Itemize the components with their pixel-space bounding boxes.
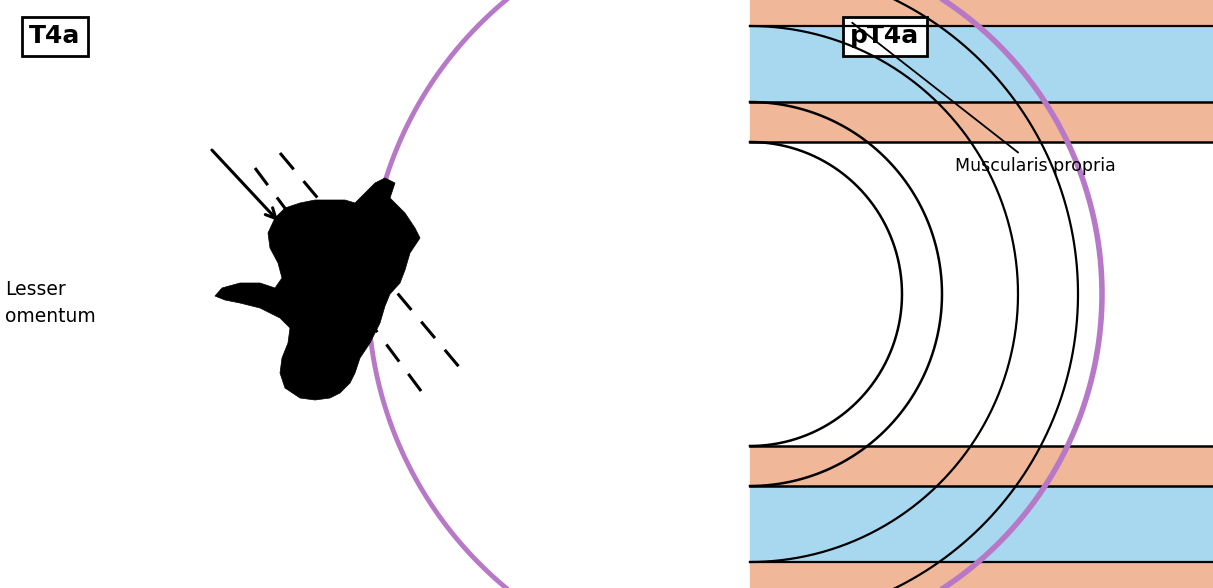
Text: Lesser
omentum: Lesser omentum (5, 280, 96, 326)
Polygon shape (750, 0, 1101, 588)
Polygon shape (750, 102, 943, 486)
Text: Muscularis propria: Muscularis propria (853, 23, 1116, 175)
Text: T4a: T4a (29, 24, 81, 48)
Polygon shape (215, 178, 420, 400)
Polygon shape (750, 142, 902, 446)
Polygon shape (750, 26, 1018, 562)
Text: pT4a: pT4a (850, 24, 919, 48)
Polygon shape (750, 0, 1078, 588)
